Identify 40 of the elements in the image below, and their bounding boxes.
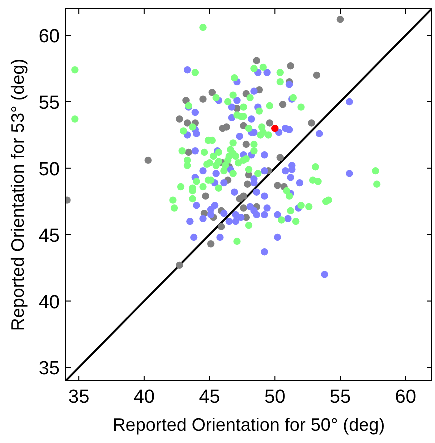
x-tick-label: 45 <box>199 387 220 408</box>
point <box>266 120 274 127</box>
x-tick-label: 40 <box>134 387 155 408</box>
point <box>218 223 226 230</box>
point <box>279 101 287 108</box>
y-tick-label: 45 <box>38 226 60 247</box>
point <box>242 140 250 148</box>
point <box>272 124 279 132</box>
point <box>274 182 282 190</box>
point <box>176 116 184 123</box>
point <box>276 154 284 162</box>
point <box>236 195 244 203</box>
point <box>244 180 252 188</box>
point <box>185 148 192 156</box>
y-tick-label: 35 <box>38 358 60 380</box>
x-tick-label: 55 <box>330 387 352 408</box>
point <box>208 89 216 96</box>
point <box>240 204 248 212</box>
point <box>184 120 192 127</box>
point <box>219 124 226 132</box>
x-tick-label: 60 <box>395 387 416 408</box>
point <box>313 72 321 80</box>
y-tick-label: 60 <box>38 26 60 48</box>
point <box>202 192 210 200</box>
y-tick-label: 55 <box>38 93 60 114</box>
point <box>253 57 260 64</box>
y-tick-label: 50 <box>38 159 60 180</box>
point <box>176 262 184 270</box>
point <box>308 120 316 127</box>
y-tick-label: 40 <box>38 292 60 314</box>
point <box>144 156 152 164</box>
point <box>287 62 294 70</box>
point <box>336 16 344 24</box>
y-axis-title: Reported Orientation for 53° (deg) <box>8 58 28 332</box>
point <box>207 240 215 248</box>
point <box>240 122 248 130</box>
x-tick-label: 50 <box>264 387 286 408</box>
x-axis-title: Reported Orientation for 50° (deg) <box>112 415 386 435</box>
point <box>200 96 207 103</box>
x-tick-label: 35 <box>68 387 90 408</box>
